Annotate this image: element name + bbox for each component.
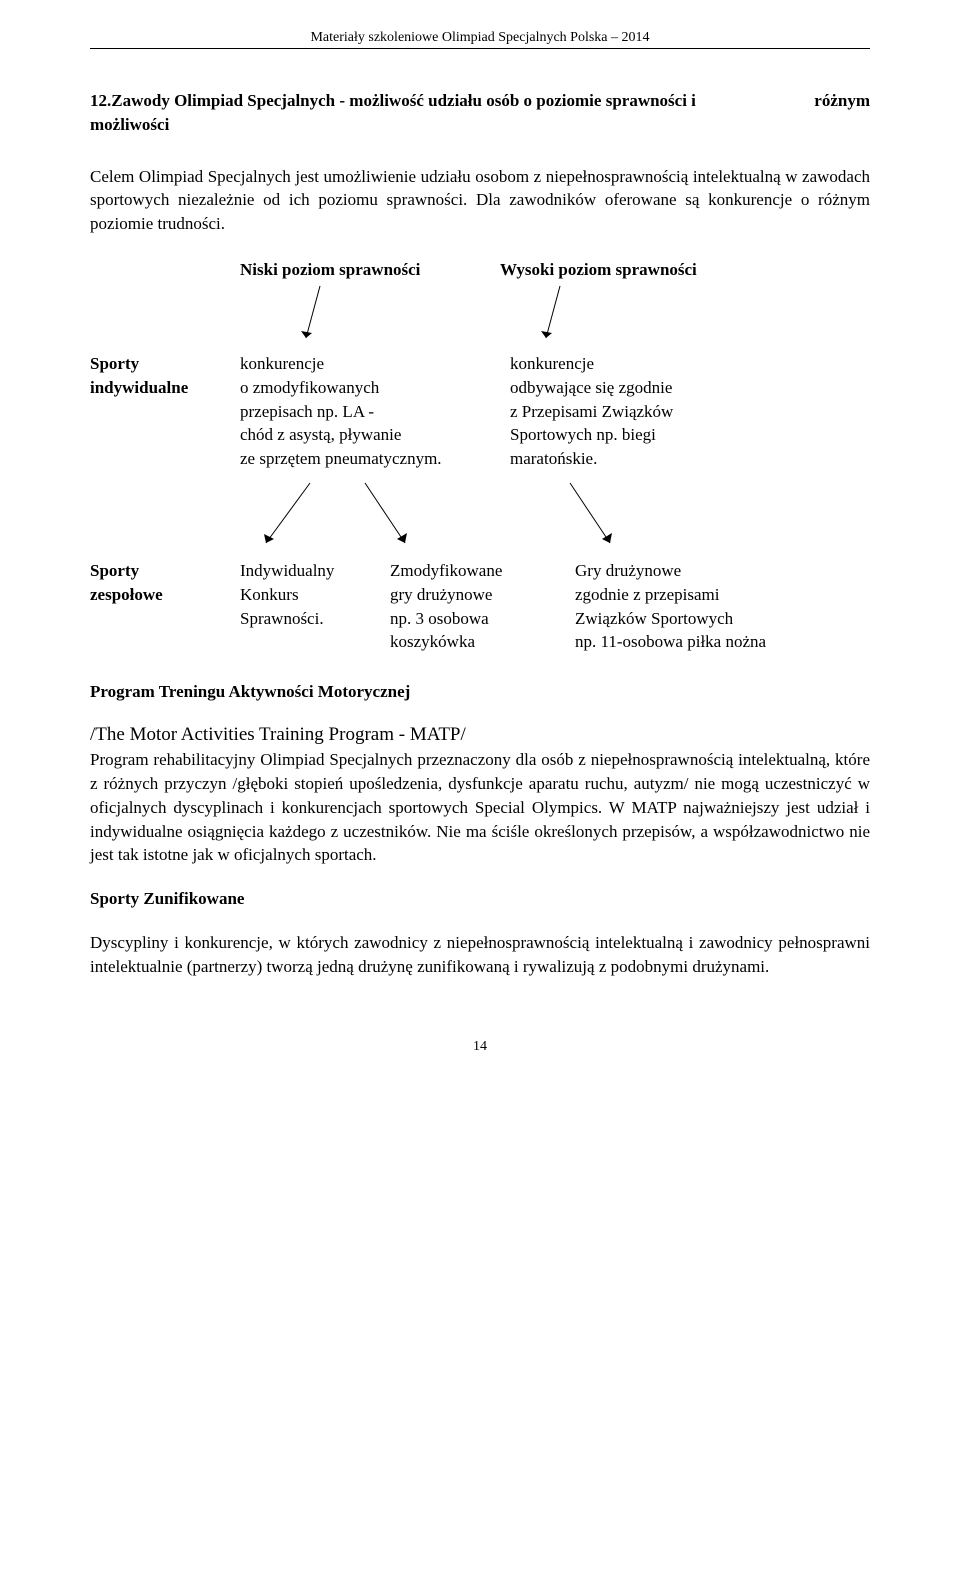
document-page: Materiały szkoleniowe Olimpiad Specjalny… <box>0 0 960 1095</box>
sporty-zes-label: Sporty zespołowe <box>90 559 240 654</box>
label-text: zespołowe <box>90 585 163 604</box>
arrows-tier-2 <box>90 483 870 553</box>
sporty-ind-col-b: konkurencje odbywające się zgodnie z Prz… <box>510 352 673 471</box>
arrow-icon <box>260 483 320 553</box>
matp-heading: /The Motor Activities Training Program -… <box>90 724 870 746</box>
page-number: 14 <box>90 1039 870 1055</box>
label-text: indywidualne <box>90 378 188 397</box>
arrow-icon <box>355 483 415 553</box>
section-heading: 12.Zawody Olimpiad Specjalnych - możliwo… <box>90 89 870 137</box>
sporty-zes-col-c: Gry drużynowe zgodnie z przepisami Związ… <box>575 559 766 654</box>
sporty-zespolowe-row: Sporty zespołowe Indywidualny Konkurs Sp… <box>90 559 870 654</box>
label-text: Sporty <box>90 561 139 580</box>
zunif-body: Dyscypliny i konkurencje, w których zawo… <box>90 931 870 979</box>
sporty-zes-col-a: Indywidualny Konkurs Sprawności. <box>240 559 390 654</box>
high-level-label: Wysoki poziom sprawności <box>500 260 697 280</box>
low-level-label: Niski poziom sprawności <box>240 260 500 280</box>
levels-row: Niski poziom sprawności Wysoki poziom sp… <box>90 260 870 280</box>
arrows-tier-1 <box>90 286 870 346</box>
arrow-icon <box>560 483 620 553</box>
label-text: Sporty <box>90 354 139 373</box>
intro-paragraph: Celem Olimpiad Specjalnych jest umożliwi… <box>90 165 870 236</box>
arrow-icon <box>540 286 580 346</box>
heading-right: różnym <box>814 89 870 137</box>
program-heading: Program Treningu Aktywności Motorycznej <box>90 682 870 702</box>
sporty-indywidualne-row: Sporty indywidualne konkurencje o zmodyf… <box>90 352 870 471</box>
sporty-ind-col-a: konkurencje o zmodyfikowanych przepisach… <box>240 352 510 471</box>
zunif-heading: Sporty Zunifikowane <box>90 889 870 909</box>
heading-left: 12.Zawody Olimpiad Specjalnych - możliwo… <box>90 89 710 137</box>
sporty-ind-label: Sporty indywidualne <box>90 352 240 471</box>
page-header: Materiały szkoleniowe Olimpiad Specjalny… <box>90 30 870 49</box>
sporty-zes-col-b: Zmodyfikowane gry drużynowe np. 3 osobow… <box>390 559 575 654</box>
arrow-icon <box>300 286 340 346</box>
matp-body: Program rehabilitacyjny Olimpiad Specjal… <box>90 748 870 867</box>
